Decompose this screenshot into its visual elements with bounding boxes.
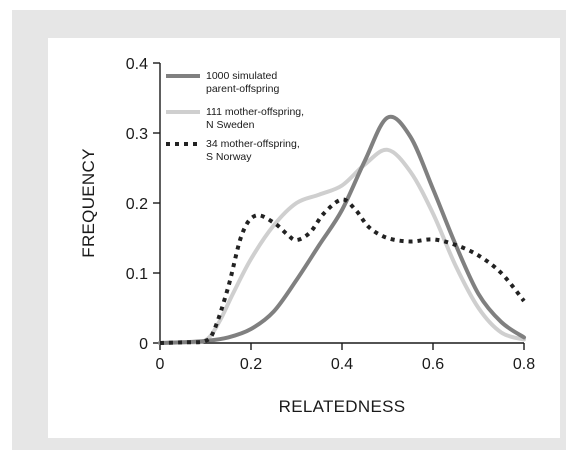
y-tick-label: 0.1 [126,266,148,283]
legend-label-3: 34 mother-offspring, [206,138,300,150]
x-tick-label: 0.2 [240,356,262,373]
legend-label-2: N Sweden [206,119,255,131]
x-axis-title: RELATEDNESS [279,397,406,416]
x-tick-label: 0 [156,356,165,373]
y-axis-title: FREQUENCY [79,148,98,257]
x-tick-label: 0.6 [422,356,444,373]
legend-label-3: S Norway [206,151,252,163]
x-tick-label: 0.8 [513,356,535,373]
legend-label-1: parent-offspring [206,83,280,95]
y-tick-label: 0 [139,336,148,353]
series-line-2 [158,147,526,345]
chart-panel: 0 0.1 0.2 0.3 0.4 0 0.2 0.4 0.6 0.8 1000 simulate… [48,38,560,438]
density-chart: 0 0.1 0.2 0.3 0.4 0 0.2 0.4 0.6 0.8 1000 simulate… [79,56,535,416]
y-tick-label: 0.4 [126,56,148,73]
y-tick-label: 0.2 [126,196,148,213]
series-line-1 [158,114,526,345]
series-line-3 [159,197,526,345]
y-tick-label: 0.3 [126,126,148,143]
figure-frame: 0 0.1 0.2 0.3 0.4 0 0.2 0.4 0.6 0.8 1000 simulate… [12,10,566,450]
axes: 0 0.1 0.2 0.3 0.4 0 0.2 0.4 0.6 0.8 [126,56,535,373]
legend-label-1: 1000 simulated [206,70,277,82]
legend-label-2: 111 mother-offspring, [206,106,304,118]
plot-area [158,114,526,345]
x-tick-label: 0.4 [331,356,353,373]
